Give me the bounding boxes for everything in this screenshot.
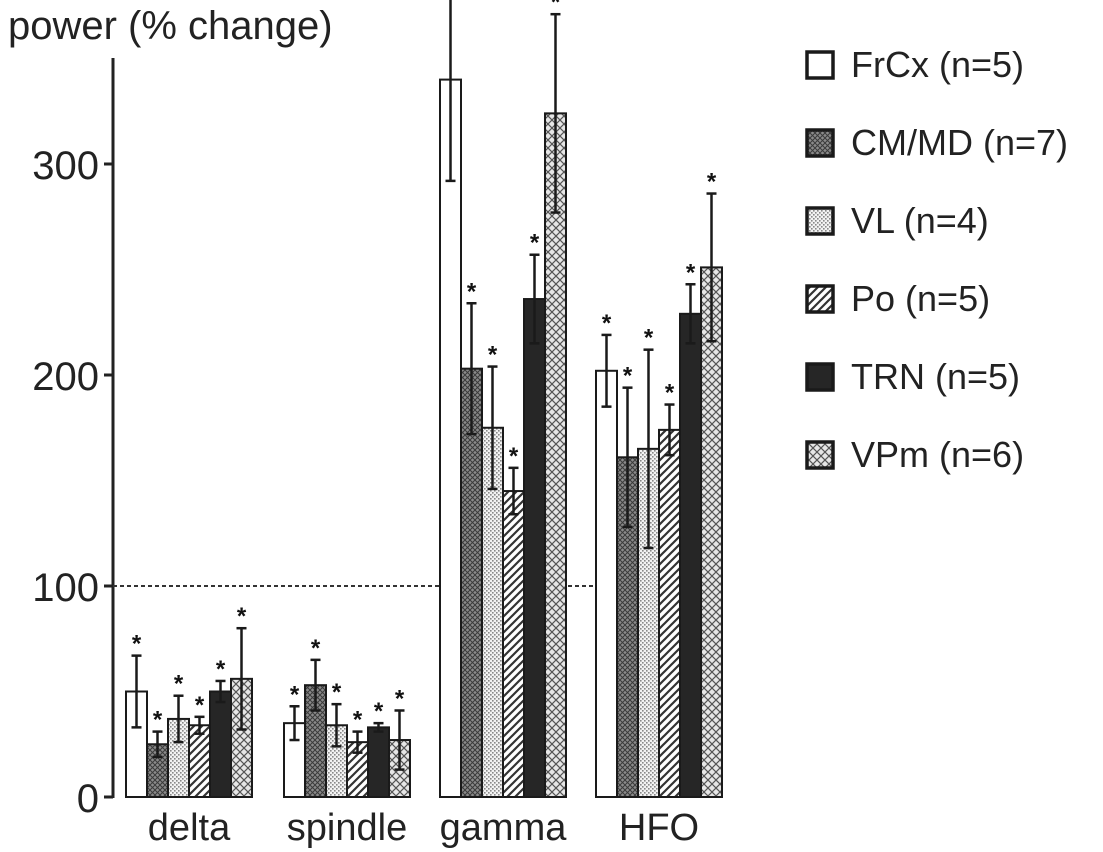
legend-swatch — [805, 206, 835, 236]
significance-star: * — [216, 656, 226, 683]
legend-item: TRN (n=5) — [805, 338, 1068, 416]
legend-label: TRN (n=5) — [851, 356, 1021, 397]
legend-swatch — [805, 50, 835, 80]
bar-delta-3 — [188, 724, 211, 799]
significance-star: * — [509, 443, 519, 470]
y-tick-label: 100 — [32, 566, 99, 610]
y-tick-label: 300 — [32, 144, 99, 188]
bar-delta-4 — [209, 690, 232, 798]
legend: FrCx (n=5) CM/MD (n=7) VL (n=4) Po (n=5) TRN… — [805, 26, 1068, 494]
significance-star: * — [237, 603, 247, 630]
significance-star: * — [132, 631, 142, 658]
legend-item: FrCx (n=5) — [805, 26, 1068, 104]
x-tick-label-HFO: HFO — [619, 807, 699, 849]
bar-HFO-3 — [658, 428, 681, 798]
significance-star: * — [623, 363, 633, 390]
significance-star: * — [195, 692, 205, 719]
bar-spindle-4 — [367, 726, 390, 798]
legend-item: VL (n=4) — [805, 182, 1068, 260]
legend-label: CM/MD (n=7) — [851, 122, 1069, 163]
x-tick-label-spindle: spindle — [287, 807, 407, 849]
bar-HFO-0 — [595, 369, 618, 798]
significance-star: * — [686, 259, 696, 286]
bar-HFO-5 — [700, 266, 723, 798]
y-axis-label: power (% change) — [8, 4, 333, 48]
legend-item: Po (n=5) — [805, 260, 1068, 338]
error-bars — [131, 0, 717, 771]
bar-gamma-0 — [439, 78, 462, 799]
significance-star: * — [665, 380, 675, 407]
legend-label: FrCx (n=5) — [851, 44, 1025, 85]
bar-gamma-3 — [502, 490, 525, 798]
bar-gamma-5 — [544, 112, 567, 799]
y-tick-label: 0 — [77, 777, 99, 821]
x-tick-label-delta: delta — [148, 807, 231, 849]
significance-star: * — [467, 278, 477, 305]
significance-markers: ************************ — [132, 0, 717, 734]
significance-star: * — [602, 310, 612, 337]
legend-swatch — [805, 284, 835, 314]
significance-star: * — [353, 707, 363, 734]
x-tick-label-gamma: gamma — [440, 807, 568, 849]
legend-swatch — [805, 128, 835, 158]
significance-star: * — [707, 169, 717, 196]
legend-item: CM/MD (n=7) — [805, 104, 1068, 182]
significance-star: * — [311, 635, 321, 662]
legend-label: Po (n=5) — [851, 278, 991, 319]
y-tick-label: 200 — [32, 355, 99, 399]
x-tick-labels: delta spindle gamma HFO — [148, 807, 699, 849]
significance-star: * — [332, 679, 342, 706]
significance-star: * — [153, 707, 163, 734]
legend-label: VL (n=4) — [851, 200, 989, 241]
legend-item: VPm (n=6) — [805, 416, 1068, 494]
significance-star: * — [488, 342, 498, 369]
axes: 0 100 200 300 — [32, 58, 115, 821]
significance-star: * — [530, 230, 540, 257]
significance-star: * — [395, 685, 405, 712]
bar-HFO-4 — [679, 312, 702, 798]
significance-star: * — [644, 325, 654, 352]
legend-swatch — [805, 440, 835, 470]
bar-gamma-4 — [523, 298, 546, 798]
significance-star: * — [174, 671, 184, 698]
significance-star: * — [374, 698, 384, 725]
legend-swatch — [805, 362, 835, 392]
bars — [125, 78, 723, 799]
significance-star: * — [290, 681, 300, 708]
legend-label: VPm (n=6) — [851, 434, 1025, 475]
significance-star: * — [551, 0, 561, 16]
